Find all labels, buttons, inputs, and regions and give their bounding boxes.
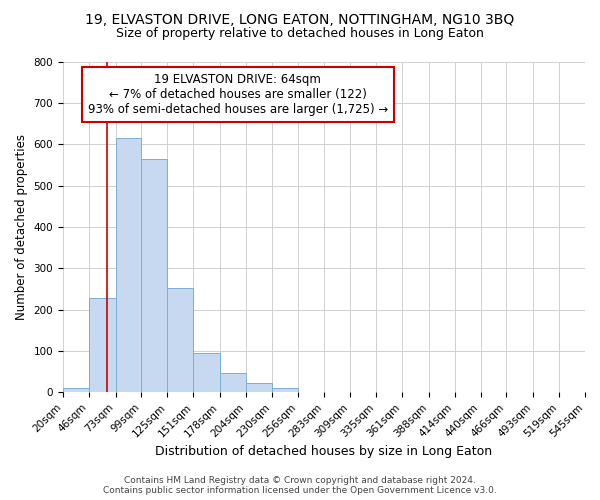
Text: Size of property relative to detached houses in Long Eaton: Size of property relative to detached ho… (116, 28, 484, 40)
Text: 19 ELVASTON DRIVE: 64sqm
← 7% of detached houses are smaller (122)
93% of semi-d: 19 ELVASTON DRIVE: 64sqm ← 7% of detache… (88, 73, 388, 116)
Y-axis label: Number of detached properties: Number of detached properties (15, 134, 28, 320)
Bar (116, 138, 142, 392)
Bar (89, 298, 116, 392)
X-axis label: Distribution of detached houses by size in Long Eaton: Distribution of detached houses by size … (155, 444, 493, 458)
Bar (167, 288, 193, 393)
Bar (246, 384, 272, 392)
Bar (220, 373, 246, 392)
Bar (272, 388, 298, 392)
Text: 19, ELVASTON DRIVE, LONG EATON, NOTTINGHAM, NG10 3BQ: 19, ELVASTON DRIVE, LONG EATON, NOTTINGH… (85, 12, 515, 26)
Text: Contains HM Land Registry data © Crown copyright and database right 2024.
Contai: Contains HM Land Registry data © Crown c… (103, 476, 497, 495)
Bar (193, 353, 220, 393)
Bar (63, 388, 89, 392)
Bar (142, 158, 167, 392)
